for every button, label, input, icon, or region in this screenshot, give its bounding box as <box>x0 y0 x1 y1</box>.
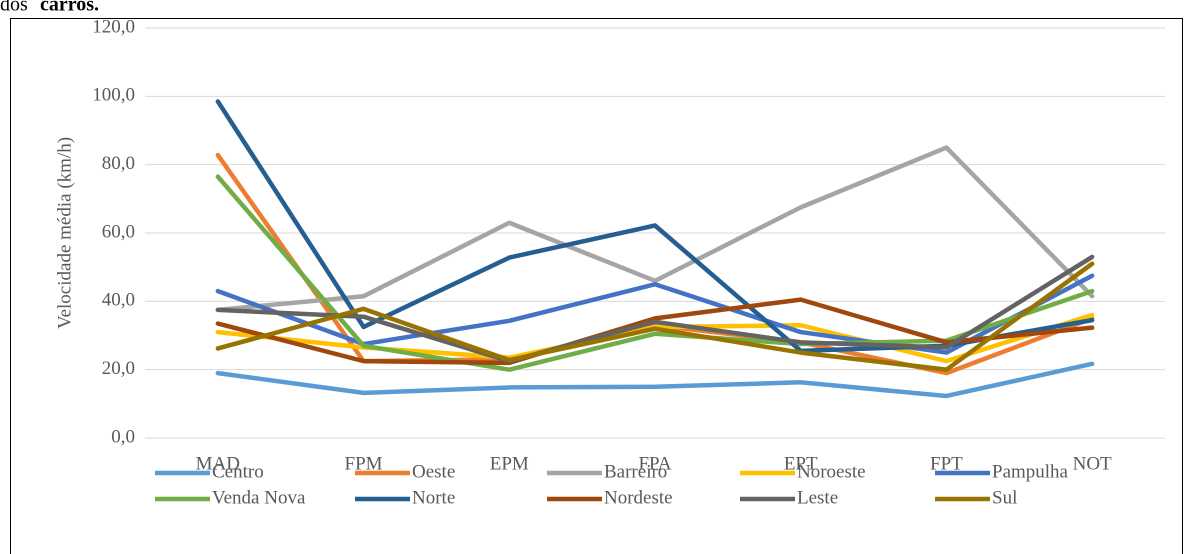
legend-label: Noroeste <box>797 461 866 482</box>
x-tick-label: NOT <box>1073 453 1112 474</box>
series-line <box>215 261 1095 372</box>
x-tick-label: FPA <box>638 453 671 474</box>
x-tick-label: EPM <box>490 453 529 474</box>
legend-label: Pampulha <box>992 461 1069 482</box>
legend-label: Leste <box>797 487 838 508</box>
chart-border <box>10 18 1183 554</box>
legend-label: Venda Nova <box>212 487 306 508</box>
legend-label: Sul <box>992 487 1017 508</box>
series-line <box>215 297 1095 366</box>
y-tick-label: 100,0 <box>92 85 135 106</box>
legend-label: Norte <box>412 487 455 508</box>
legend-label: Barreiro <box>604 461 667 482</box>
legend-label: Centro <box>212 461 264 482</box>
x-tick-label: FPM <box>345 453 383 474</box>
y-tick-label: 0,0 <box>111 426 135 447</box>
y-tick-label: 20,0 <box>102 358 135 379</box>
x-tick-label: EPT <box>784 453 818 474</box>
y-tick-label: 80,0 <box>102 153 135 174</box>
y-tick-label: 60,0 <box>102 221 135 242</box>
series-line <box>215 361 1095 399</box>
x-tick-label: MAD <box>196 453 240 474</box>
caption-bold: carros. <box>40 0 99 16</box>
series-line <box>215 254 1095 364</box>
y-tick-label: 40,0 <box>102 290 135 311</box>
series-line <box>215 145 1095 313</box>
x-tick-label: FPT <box>930 453 963 474</box>
y-axis-label: Velocidade média (km/h) <box>54 137 75 329</box>
y-tick-label: 120,0 <box>92 16 135 37</box>
legend-label: Nordeste <box>604 487 673 508</box>
caption-start: dos <box>0 0 28 16</box>
legend-label: Oeste <box>412 461 455 482</box>
